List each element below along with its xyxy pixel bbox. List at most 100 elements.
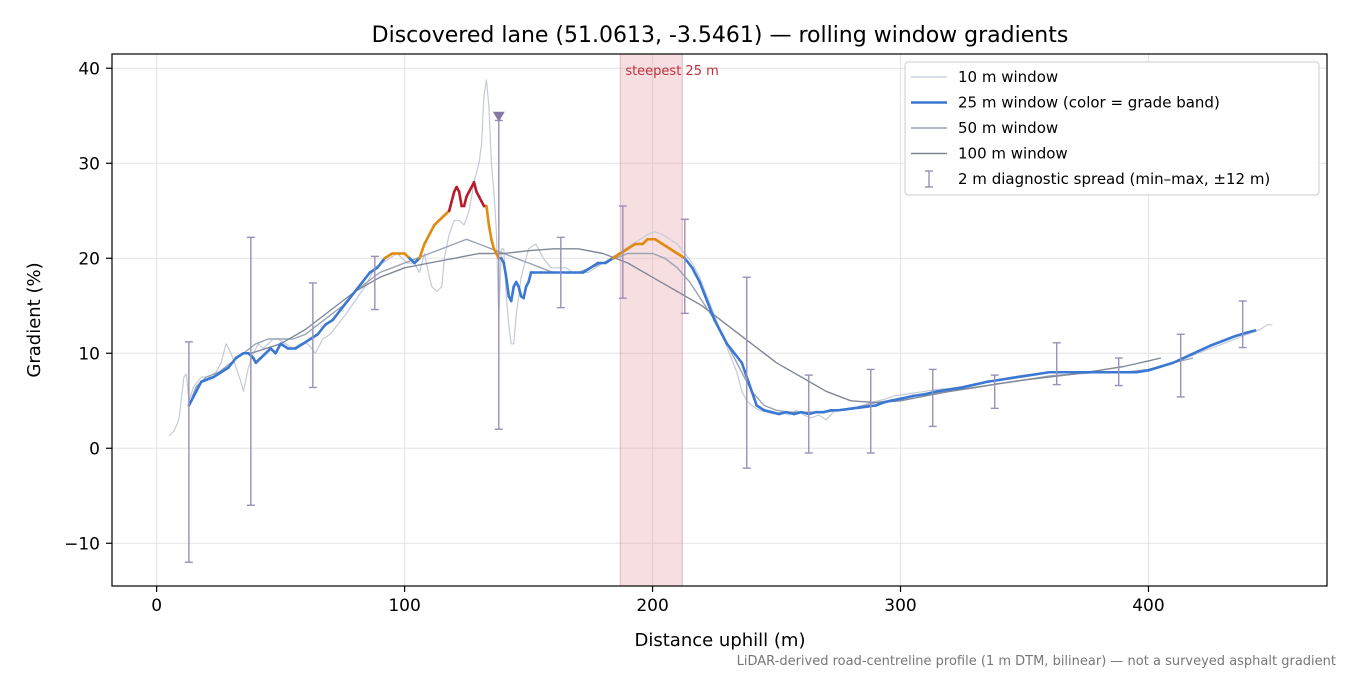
x-tick-label: 100	[388, 596, 420, 616]
series-segment	[522, 285, 528, 300]
series-segment	[517, 285, 523, 298]
series-segment	[755, 404, 766, 412]
series-segment	[1035, 370, 1051, 376]
series-segment	[581, 266, 592, 274]
error-bar	[928, 368, 937, 428]
series-segment	[1159, 361, 1175, 368]
y-tick-label: 0	[89, 439, 100, 459]
y-tick-label: −10	[64, 534, 100, 554]
series-segment	[676, 252, 687, 260]
error-bar	[308, 282, 317, 389]
errorbar-layer	[184, 119, 1247, 563]
series-segment	[733, 351, 744, 365]
y-axis: −10 0 10 20 30 40	[64, 59, 112, 554]
series-segment	[423, 233, 431, 246]
error-bar	[556, 236, 565, 309]
series-segment	[428, 223, 436, 236]
series-segment	[619, 247, 630, 255]
x-tick-label: 300	[884, 596, 916, 616]
series-segment	[227, 356, 238, 369]
series-segment	[713, 318, 724, 336]
series-segment	[720, 332, 729, 346]
error-bar	[1114, 357, 1123, 387]
series-segment	[450, 190, 456, 203]
series-segment	[589, 261, 600, 270]
series-segment	[1171, 355, 1187, 365]
legend-box	[904, 61, 1320, 196]
marker-triangle-icon	[492, 111, 505, 122]
error-bar	[990, 374, 999, 410]
series-segment	[234, 351, 245, 360]
error-bar	[370, 255, 379, 311]
series-segment	[961, 383, 977, 389]
x-axis: 0 100 200 300 400	[151, 586, 1165, 616]
x-tick-label: 400	[1132, 596, 1164, 616]
y-tick-label: 20	[78, 249, 100, 269]
legend-label: 10 m window	[958, 68, 1058, 86]
series-segment	[485, 204, 491, 227]
series-segment	[383, 252, 394, 260]
series-segment	[509, 285, 515, 303]
series-segment	[301, 337, 312, 346]
series-segment	[745, 375, 754, 393]
highlight-label: steepest 25 m	[625, 64, 718, 79]
series-segment	[911, 392, 927, 398]
error-bar	[804, 374, 813, 454]
series-segment	[899, 394, 915, 401]
series-segment	[331, 309, 342, 322]
series-segment	[653, 237, 664, 246]
legend-label: 100 m window	[958, 145, 1068, 163]
series-segment	[1023, 372, 1039, 378]
plot-frame	[111, 53, 1328, 587]
x-axis-label: Distance uphill (m)	[635, 630, 806, 651]
legend-label: 50 m window	[958, 119, 1058, 137]
series-segment	[204, 375, 215, 382]
series-segment	[604, 256, 615, 265]
error-bar	[1176, 333, 1185, 398]
series-segment	[985, 378, 1001, 384]
series-segment	[750, 389, 758, 407]
series-segment	[936, 388, 952, 393]
steepest-highlight: steepest 25 m	[619, 53, 719, 587]
legend: 10 m window 25 m window (color = grade ba…	[904, 61, 1320, 196]
error-bar	[742, 276, 751, 469]
series-segment	[346, 290, 357, 303]
y-tick-label: 40	[78, 59, 100, 79]
series-segment	[924, 389, 940, 396]
series-segment	[279, 342, 290, 350]
y-tick-label: 10	[78, 344, 100, 364]
series-segment	[361, 271, 372, 284]
series-segment	[740, 361, 749, 379]
series-segment	[462, 195, 468, 208]
series-segment	[698, 280, 709, 303]
x-tick-label: 0	[151, 596, 162, 616]
series-segment	[418, 242, 426, 260]
series-segment	[472, 180, 478, 194]
series-segment	[1233, 331, 1249, 338]
series-segment	[1134, 369, 1150, 374]
series-segment	[195, 380, 203, 393]
series-segment	[1147, 365, 1163, 372]
series-segment	[626, 242, 637, 251]
series-segment	[1246, 329, 1257, 334]
series-segment	[948, 386, 964, 391]
error-bar	[1238, 300, 1247, 349]
series-segment	[1209, 339, 1225, 347]
y-axis-label: Gradient (%)	[24, 262, 45, 377]
series-segment	[447, 199, 454, 213]
series-segment	[338, 299, 349, 312]
series-segment	[683, 256, 694, 270]
series-segment	[294, 342, 305, 350]
series-segment	[725, 342, 736, 355]
series-segment	[353, 280, 364, 293]
series-segment	[274, 342, 282, 355]
series-segment	[487, 223, 493, 241]
x-tick-label: 200	[636, 596, 668, 616]
series-100-m-window	[250, 248, 1162, 404]
series-segment	[661, 242, 672, 251]
marker-layer	[492, 111, 505, 122]
series-segment	[502, 261, 508, 279]
series-segment	[457, 190, 463, 208]
highlight-band	[619, 53, 683, 587]
y-tick-label: 30	[78, 154, 100, 174]
